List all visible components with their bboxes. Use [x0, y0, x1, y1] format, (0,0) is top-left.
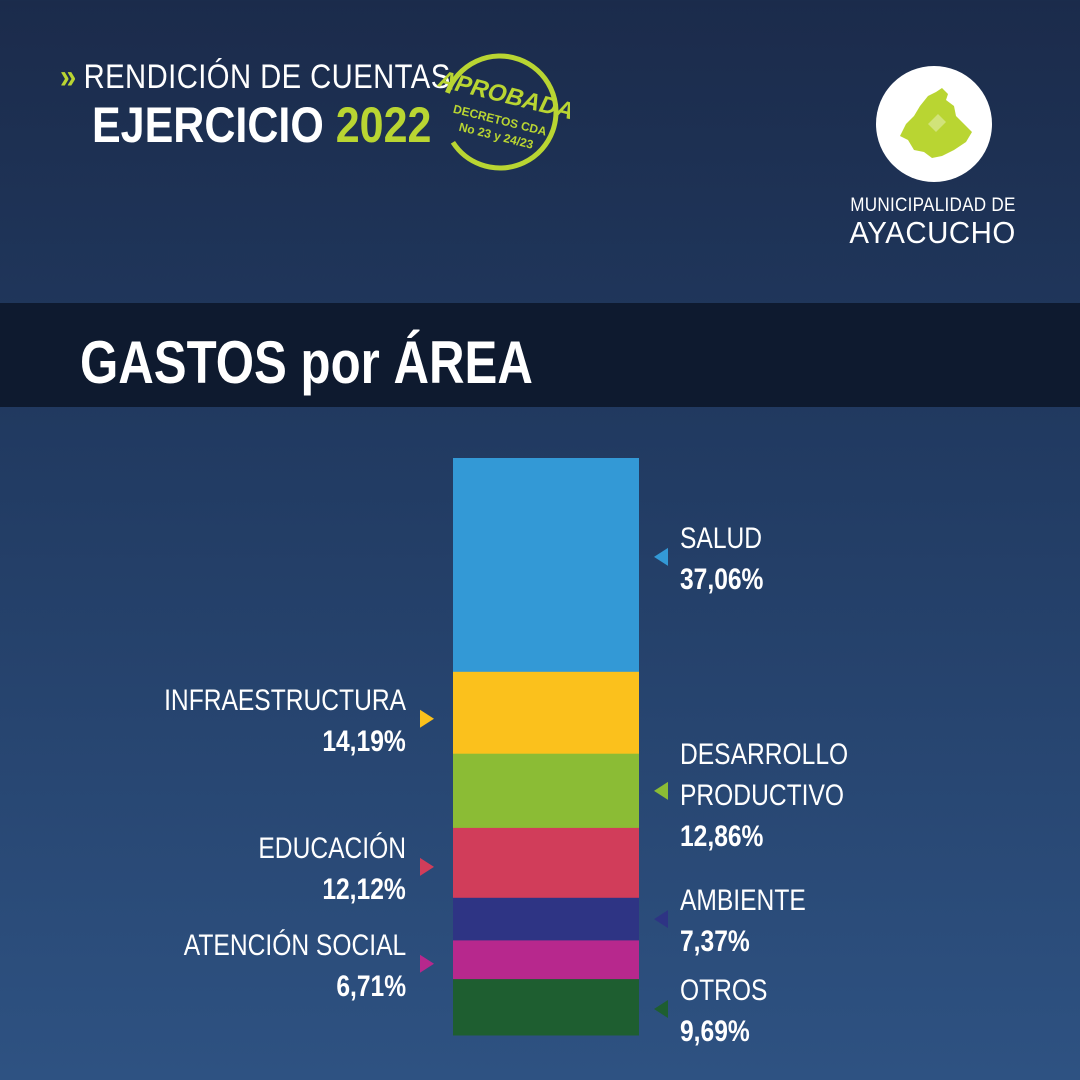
report-year: 2022 — [335, 97, 432, 153]
label-otros: OTROS 9,69% — [680, 973, 787, 1055]
label-desarrollo-productivo: DESARROLLO PRODUCTIVO 12,86% — [680, 737, 885, 860]
title-band — [0, 303, 1080, 407]
label-value-ambiente: 7,37% — [680, 925, 750, 958]
label-value-desarrollo-productivo: 12,86% — [680, 820, 764, 853]
label-value-infraestructura: 14,19% — [322, 725, 406, 758]
municipality-logo — [876, 66, 992, 182]
label-atencion-social: ATENCIÓN SOCIAL 6,71% — [135, 928, 406, 1010]
label-infraestructura: INFRAESTRUCTURA 14,19% — [111, 683, 406, 765]
report-title-line1: » RENDICIÓN DE CUENTAS — [60, 58, 514, 97]
bar-segment-desarrollo-productivo — [453, 753, 639, 829]
label-educacion: EDUCACIÓN 12,12% — [226, 831, 406, 913]
report-exercise-label: EJERCICIO — [92, 97, 324, 153]
label-value-atencion-social: 6,71% — [336, 970, 406, 1003]
report-title-text: RENDICIÓN DE CUENTAS — [83, 58, 451, 96]
map-icon — [900, 88, 972, 158]
label-name-educacion: EDUCACIÓN — [258, 832, 406, 865]
municipality-name-line1: MUNICIPALIDAD DE — [850, 195, 1016, 216]
label-name-atencion-social: ATENCIÓN SOCIAL — [183, 929, 406, 962]
bar-segment-otros — [453, 979, 639, 1036]
marker-salud — [654, 547, 668, 566]
bar-segment-ambiente — [453, 897, 639, 941]
report-title-line2: EJERCICIO 2022 — [92, 96, 487, 154]
marker-desarrollo-productivo — [654, 781, 668, 800]
approved-stamp: APROBADA DECRETOS CDA No 23 y 24/23 — [435, 53, 570, 171]
municipality-name-line2: AYACUCHO — [849, 215, 1017, 250]
label-ambiente: AMBIENTE 7,37% — [680, 883, 833, 965]
marker-educacion — [420, 857, 434, 876]
chevron-icon: » — [60, 58, 77, 96]
label-name-desarrollo-productivo-1: DESARROLLO — [680, 738, 849, 771]
label-salud: SALUD 37,06% — [680, 521, 782, 603]
bar-segment-educacion — [453, 827, 639, 899]
label-value-educacion: 12,12% — [322, 873, 406, 906]
label-value-otros: 9,69% — [680, 1015, 750, 1048]
marker-infraestructura — [420, 709, 434, 728]
marker-atencion-social — [420, 954, 434, 973]
label-name-salud: SALUD — [680, 522, 763, 555]
label-name-infraestructura: INFRAESTRUCTURA — [164, 684, 406, 717]
label-name-desarrollo-productivo-2: PRODUCTIVO — [680, 779, 845, 812]
label-name-otros: OTROS — [680, 974, 768, 1007]
bar-segment-atencion-social — [453, 940, 639, 980]
marker-ambiente — [654, 910, 668, 929]
bar-segment-salud — [453, 458, 639, 673]
marker-otros — [654, 1000, 668, 1019]
bar-segment-infraestructura — [453, 671, 639, 755]
label-name-ambiente: AMBIENTE — [680, 884, 806, 917]
chart-title: GASTOS por ÁREA — [80, 329, 533, 396]
label-value-salud: 37,06% — [680, 563, 764, 596]
